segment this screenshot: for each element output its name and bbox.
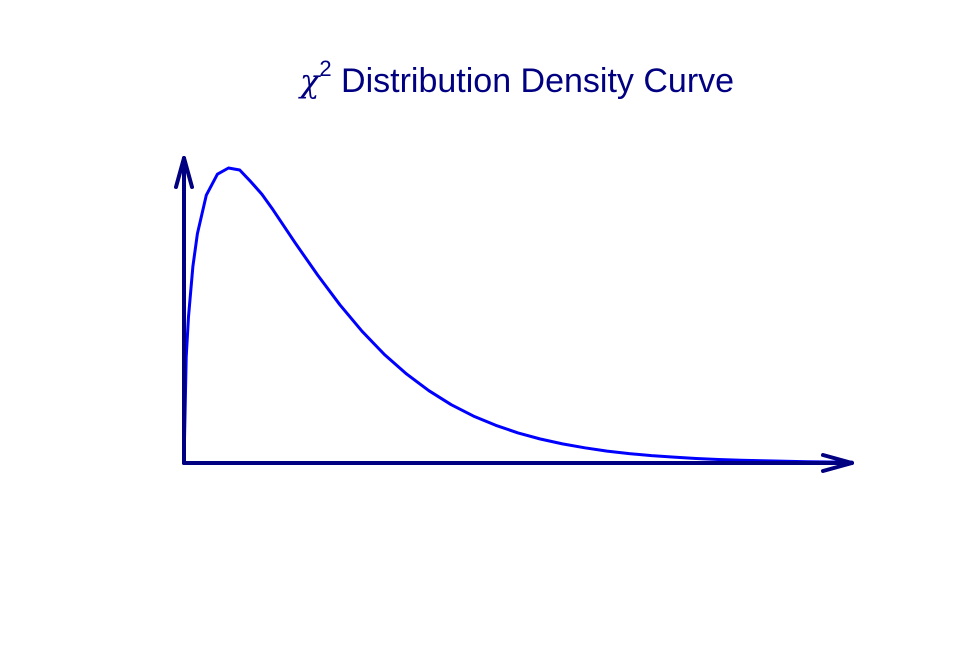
chart-title: χ2 Distribution Density Curve [0, 56, 960, 106]
chart-title-text: Distribution Density Curve [341, 62, 735, 100]
chart-title-symbol: χ [299, 62, 320, 100]
density-curve-line-0 [182, 166, 854, 465]
density-curve-layer [182, 166, 854, 465]
chart-title-superscript: 2 [319, 56, 332, 81]
y-axis-arrow [174, 156, 194, 189]
x-axis-arrow [821, 453, 854, 473]
axes-layer [174, 156, 854, 473]
